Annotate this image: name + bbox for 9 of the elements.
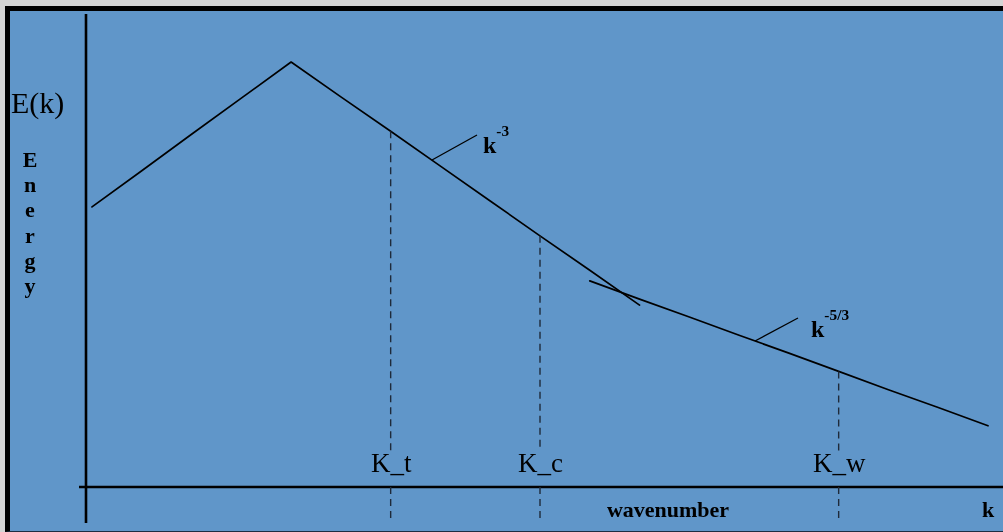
x-axis-title: wavenumber (606, 497, 730, 522)
annotation: k$^{-3}$ (483, 121, 510, 158)
text: E(k) (11, 86, 65, 120)
x-tick-label: K_w (812, 448, 866, 478)
x-tick-label: K_c (518, 448, 564, 478)
y-axis-title: Energy (22, 147, 38, 298)
annotation: k$^{-5/3}$ (811, 305, 850, 342)
text: k (982, 497, 995, 522)
x-tick-label: K_t (370, 448, 412, 478)
